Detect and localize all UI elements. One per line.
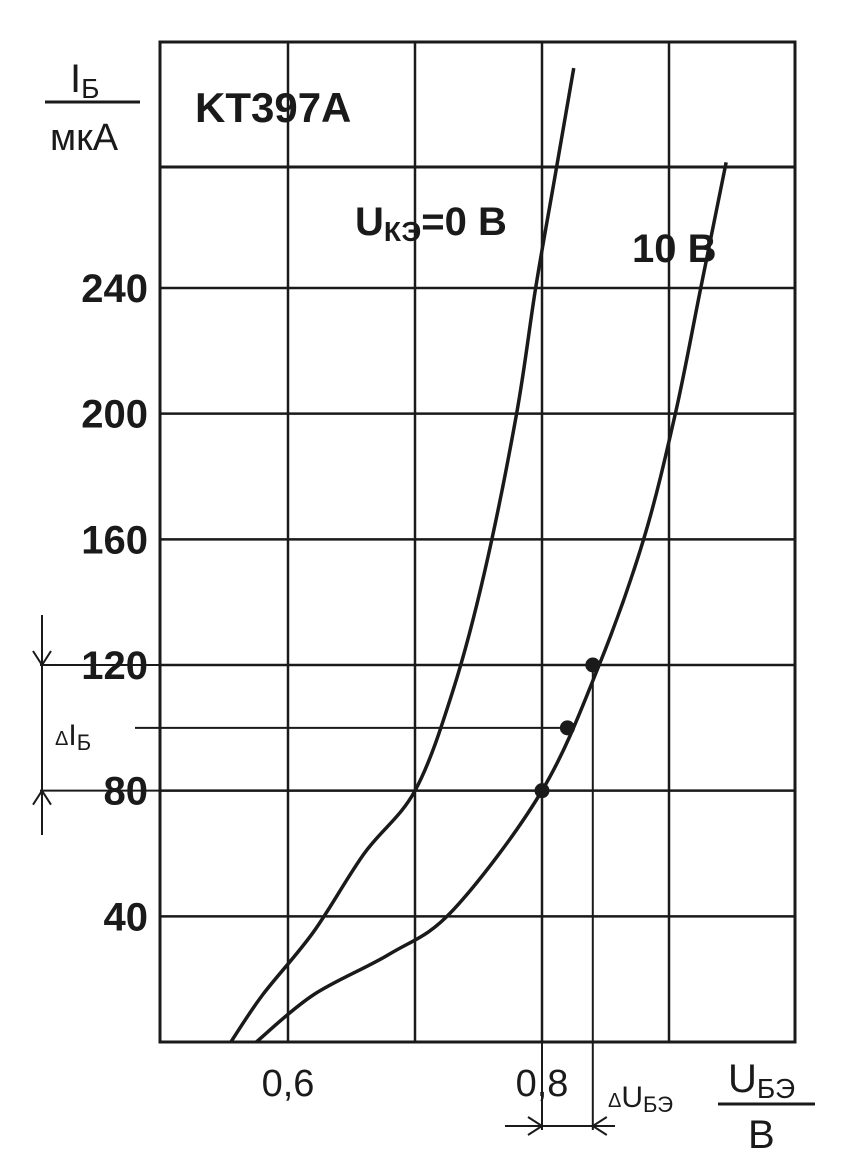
x-tick-label-1: 0,8 bbox=[516, 1063, 569, 1105]
y-tick-label-1: 80 bbox=[104, 770, 149, 814]
x-axis-symbol: U bbox=[728, 1057, 757, 1101]
y-axis-sub: Б bbox=[81, 73, 99, 104]
svg-text:IБ: IБ bbox=[70, 57, 100, 104]
delta-i-label: ΔIБ bbox=[55, 719, 91, 755]
grid bbox=[160, 42, 795, 1042]
curves bbox=[229, 67, 728, 1042]
series-label-0: UКЭ=0 B bbox=[355, 200, 507, 247]
y-axis-label: IБ мкА bbox=[45, 57, 140, 159]
y-tick-label-2: 120 bbox=[81, 644, 148, 688]
y-axis-symbol: I bbox=[70, 57, 81, 101]
y-tick-label-3: 160 bbox=[81, 518, 148, 562]
series-label-0-rest: =0 B bbox=[421, 200, 507, 244]
y-tick-label-4: 200 bbox=[81, 393, 148, 437]
series-label-1: 10 B bbox=[632, 227, 717, 271]
tick-labels: 40 80 120 160 200 240 0,6 0,8 bbox=[81, 267, 568, 1105]
delta-i-arrow-top bbox=[32, 650, 52, 667]
plot-frame bbox=[158, 40, 797, 1044]
svg-text:UБЭ: UБЭ bbox=[728, 1057, 795, 1104]
series-label-0-symbol: U bbox=[355, 200, 384, 244]
series-line-1 bbox=[255, 161, 728, 1042]
marked-point-0 bbox=[534, 783, 550, 799]
y-tick-label-0: 40 bbox=[104, 895, 149, 939]
delta-u-arrow-left bbox=[527, 1116, 544, 1136]
marked-point-1 bbox=[559, 720, 575, 736]
y-axis-unit: мкА bbox=[50, 117, 119, 159]
delta-u-arrow-right bbox=[590, 1116, 608, 1136]
delta-i-arrow-bottom bbox=[32, 788, 52, 806]
x-axis-sub: БЭ bbox=[757, 1073, 795, 1104]
y-tick-label-5: 240 bbox=[81, 267, 148, 311]
annotations bbox=[32, 615, 615, 1136]
chart-title: KT397A bbox=[195, 84, 351, 131]
series-label-0-sub: КЭ bbox=[384, 216, 421, 247]
x-tick-label-0: 0,6 bbox=[262, 1063, 315, 1105]
marked-point-2 bbox=[585, 657, 601, 673]
series-line-0 bbox=[229, 67, 576, 1042]
x-axis-unit: B bbox=[748, 1113, 775, 1157]
x-axis-label: UБЭ B bbox=[718, 1057, 815, 1157]
delta-u-label: ΔUБЭ bbox=[608, 1081, 673, 1117]
